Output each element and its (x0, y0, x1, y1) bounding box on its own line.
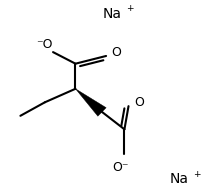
Text: O: O (111, 46, 121, 59)
Polygon shape (75, 89, 106, 116)
Text: +: + (193, 170, 201, 179)
Text: ⁻O: ⁻O (37, 38, 53, 51)
Text: +: + (126, 4, 133, 13)
Text: Na: Na (170, 173, 189, 186)
Text: O⁻: O⁻ (112, 161, 129, 174)
Text: O: O (134, 96, 144, 109)
Text: Na: Na (103, 7, 122, 20)
